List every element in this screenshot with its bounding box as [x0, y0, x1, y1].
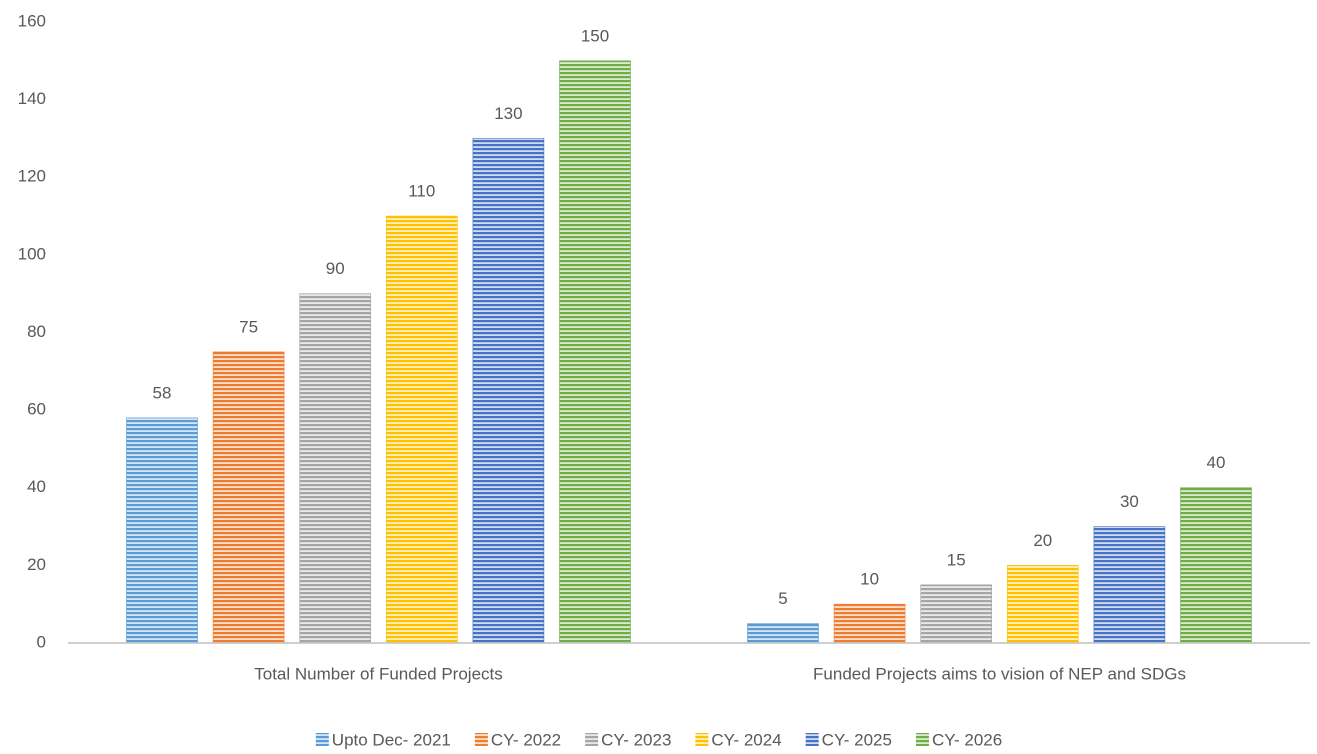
y-tick-label: 80 — [27, 322, 46, 341]
data-label: 58 — [153, 383, 172, 402]
legend-swatch — [585, 733, 599, 746]
data-label: 75 — [239, 317, 258, 336]
legend-label: Upto Dec- 2021 — [332, 730, 451, 749]
legend-label: CY- 2025 — [822, 730, 892, 749]
y-tick-label: 140 — [18, 89, 46, 108]
bar — [299, 293, 372, 644]
data-label: 30 — [1120, 492, 1139, 511]
bar — [212, 351, 285, 644]
legend-item: CY- 2023 — [585, 730, 671, 749]
legend-label: CY- 2026 — [932, 730, 1002, 749]
bar — [833, 603, 906, 644]
data-label: 15 — [947, 550, 966, 569]
data-label: 10 — [860, 570, 879, 589]
data-label: 150 — [581, 26, 609, 45]
bar — [1006, 565, 1079, 644]
bar — [920, 584, 993, 644]
data-label: 5 — [778, 589, 787, 608]
data-label: 20 — [1033, 531, 1052, 550]
y-tick-label: 160 — [18, 11, 46, 30]
data-label: 90 — [326, 259, 345, 278]
legend-swatch — [474, 733, 488, 746]
y-tick-label: 60 — [27, 400, 46, 419]
x-tick-label: Total Number of Funded Projects — [254, 664, 503, 683]
legend-label: CY- 2024 — [711, 730, 781, 749]
data-label: 130 — [494, 104, 522, 123]
legend-item: Upto Dec- 2021 — [315, 730, 451, 749]
legend-swatch — [805, 733, 819, 746]
y-tick-label: 100 — [18, 244, 46, 263]
legend-label: CY- 2023 — [601, 730, 671, 749]
legend-label: CY- 2022 — [491, 730, 561, 749]
data-label: 110 — [408, 182, 435, 201]
legend-swatch — [695, 733, 709, 746]
y-tick-label: 0 — [37, 632, 46, 651]
bar — [472, 138, 545, 644]
y-tick-label: 120 — [18, 167, 46, 186]
legend-item: CY- 2026 — [915, 730, 1002, 749]
bar — [126, 417, 198, 644]
legend-item: CY- 2025 — [805, 730, 892, 749]
data-label: 40 — [1207, 453, 1226, 472]
bar — [1093, 526, 1166, 644]
legend-swatch — [315, 733, 329, 746]
bar — [1180, 487, 1252, 644]
y-tick-label: 40 — [27, 477, 46, 496]
bar — [747, 623, 819, 644]
y-tick-label: 20 — [27, 555, 46, 574]
bar — [559, 60, 631, 644]
bar — [385, 215, 458, 644]
legend: Upto Dec- 2021 CY- 2022 CY- 2023 CY- 2024 CY… — [315, 730, 1002, 749]
legend-item: CY- 2022 — [474, 730, 561, 749]
legend-item: CY- 2024 — [695, 730, 782, 749]
legend-swatch — [915, 733, 929, 746]
x-tick-label: Funded Projects aims to vision of NEP an… — [813, 664, 1186, 683]
